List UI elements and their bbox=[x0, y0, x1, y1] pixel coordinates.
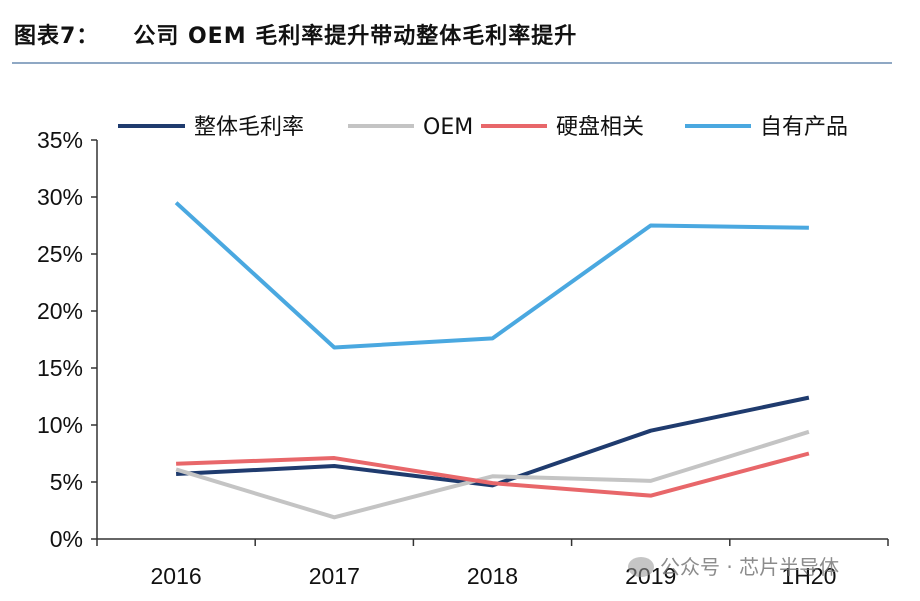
chart-series bbox=[174, 201, 810, 520]
watermark-text: 公众号 · 芯片半导体 bbox=[660, 555, 840, 579]
series-group bbox=[174, 201, 809, 350]
x-tick-label: 2018 bbox=[467, 563, 518, 589]
x-tick-label: 2017 bbox=[309, 563, 360, 589]
figure-title-text: 公司 OEM 毛利率提升带动整体毛利率提升 bbox=[133, 24, 578, 49]
series-group bbox=[175, 395, 810, 488]
y-tick-label: 5% bbox=[50, 469, 83, 495]
y-tick-label: 30% bbox=[37, 184, 83, 210]
series-line bbox=[176, 451, 810, 498]
legend-item: 整体毛利率 bbox=[118, 115, 304, 140]
y-tick-label: 25% bbox=[37, 241, 83, 267]
legend-item: 自有产品 bbox=[685, 115, 848, 140]
legend-label: 整体毛利率 bbox=[194, 115, 304, 140]
title-divider bbox=[12, 62, 892, 64]
legend-label: 自有产品 bbox=[760, 115, 848, 140]
x-tick-label: 2016 bbox=[151, 563, 202, 589]
series-line bbox=[175, 429, 810, 520]
figure-title: 图表7： 公司 OEM 毛利率提升带动整体毛利率提升 bbox=[14, 18, 577, 50]
legend-item: OEM bbox=[348, 115, 473, 140]
legend-label: OEM bbox=[423, 115, 473, 140]
wechat-icon bbox=[628, 557, 654, 577]
y-tick-label: 20% bbox=[37, 298, 83, 324]
y-tick-label: 15% bbox=[37, 355, 83, 381]
legend-item: 硬盘相关 bbox=[481, 115, 644, 140]
y-tick-label: 0% bbox=[50, 526, 83, 552]
chart-axes: 0%5%10%15%20%25%30%35%2016 2017 2018 2019 1H… bbox=[37, 127, 889, 589]
series-line bbox=[174, 201, 809, 350]
series-group bbox=[175, 429, 810, 520]
series-line bbox=[175, 395, 810, 488]
y-tick-label: 35% bbox=[37, 127, 83, 153]
watermark: 公众号 · 芯片半导体 bbox=[628, 551, 839, 580]
series-group bbox=[176, 451, 810, 498]
x-tick-label: 1H20 bbox=[781, 563, 836, 589]
legend-label: 硬盘相关 bbox=[556, 115, 644, 140]
chart-legend: 整体毛利率 OEM 硬盘相关 自有产品 bbox=[118, 115, 848, 140]
y-tick-label: 10% bbox=[37, 412, 83, 438]
figure-number: 图表7： bbox=[14, 24, 100, 49]
